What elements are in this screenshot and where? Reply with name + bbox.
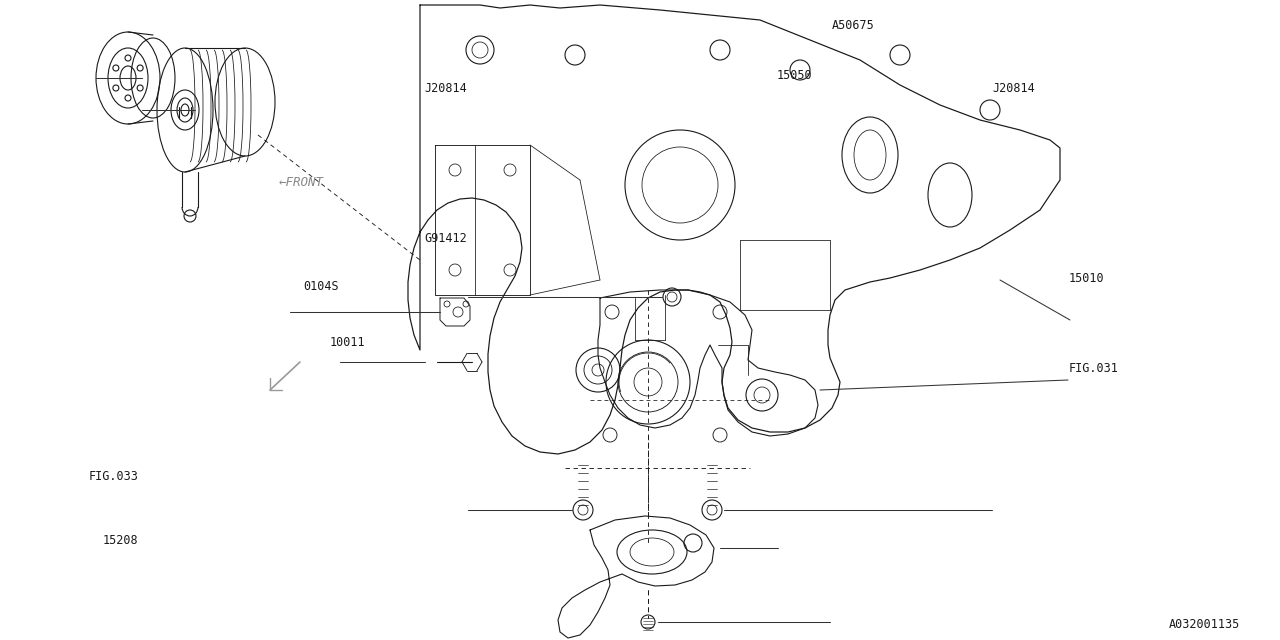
Text: G91412: G91412 xyxy=(425,232,467,245)
Text: FIG.033: FIG.033 xyxy=(88,470,138,483)
Text: 15050: 15050 xyxy=(777,69,813,82)
Text: A50675: A50675 xyxy=(832,19,874,32)
Text: 15208: 15208 xyxy=(102,534,138,547)
Text: 15010: 15010 xyxy=(1069,272,1105,285)
Text: ←FRONT: ←FRONT xyxy=(279,176,324,189)
Text: J20814: J20814 xyxy=(425,82,467,95)
Text: 10011: 10011 xyxy=(329,336,365,349)
Text: FIG.031: FIG.031 xyxy=(1069,362,1119,374)
Text: 0104S: 0104S xyxy=(303,280,339,292)
Text: A032001135: A032001135 xyxy=(1169,618,1240,632)
Text: J20814: J20814 xyxy=(992,82,1034,95)
